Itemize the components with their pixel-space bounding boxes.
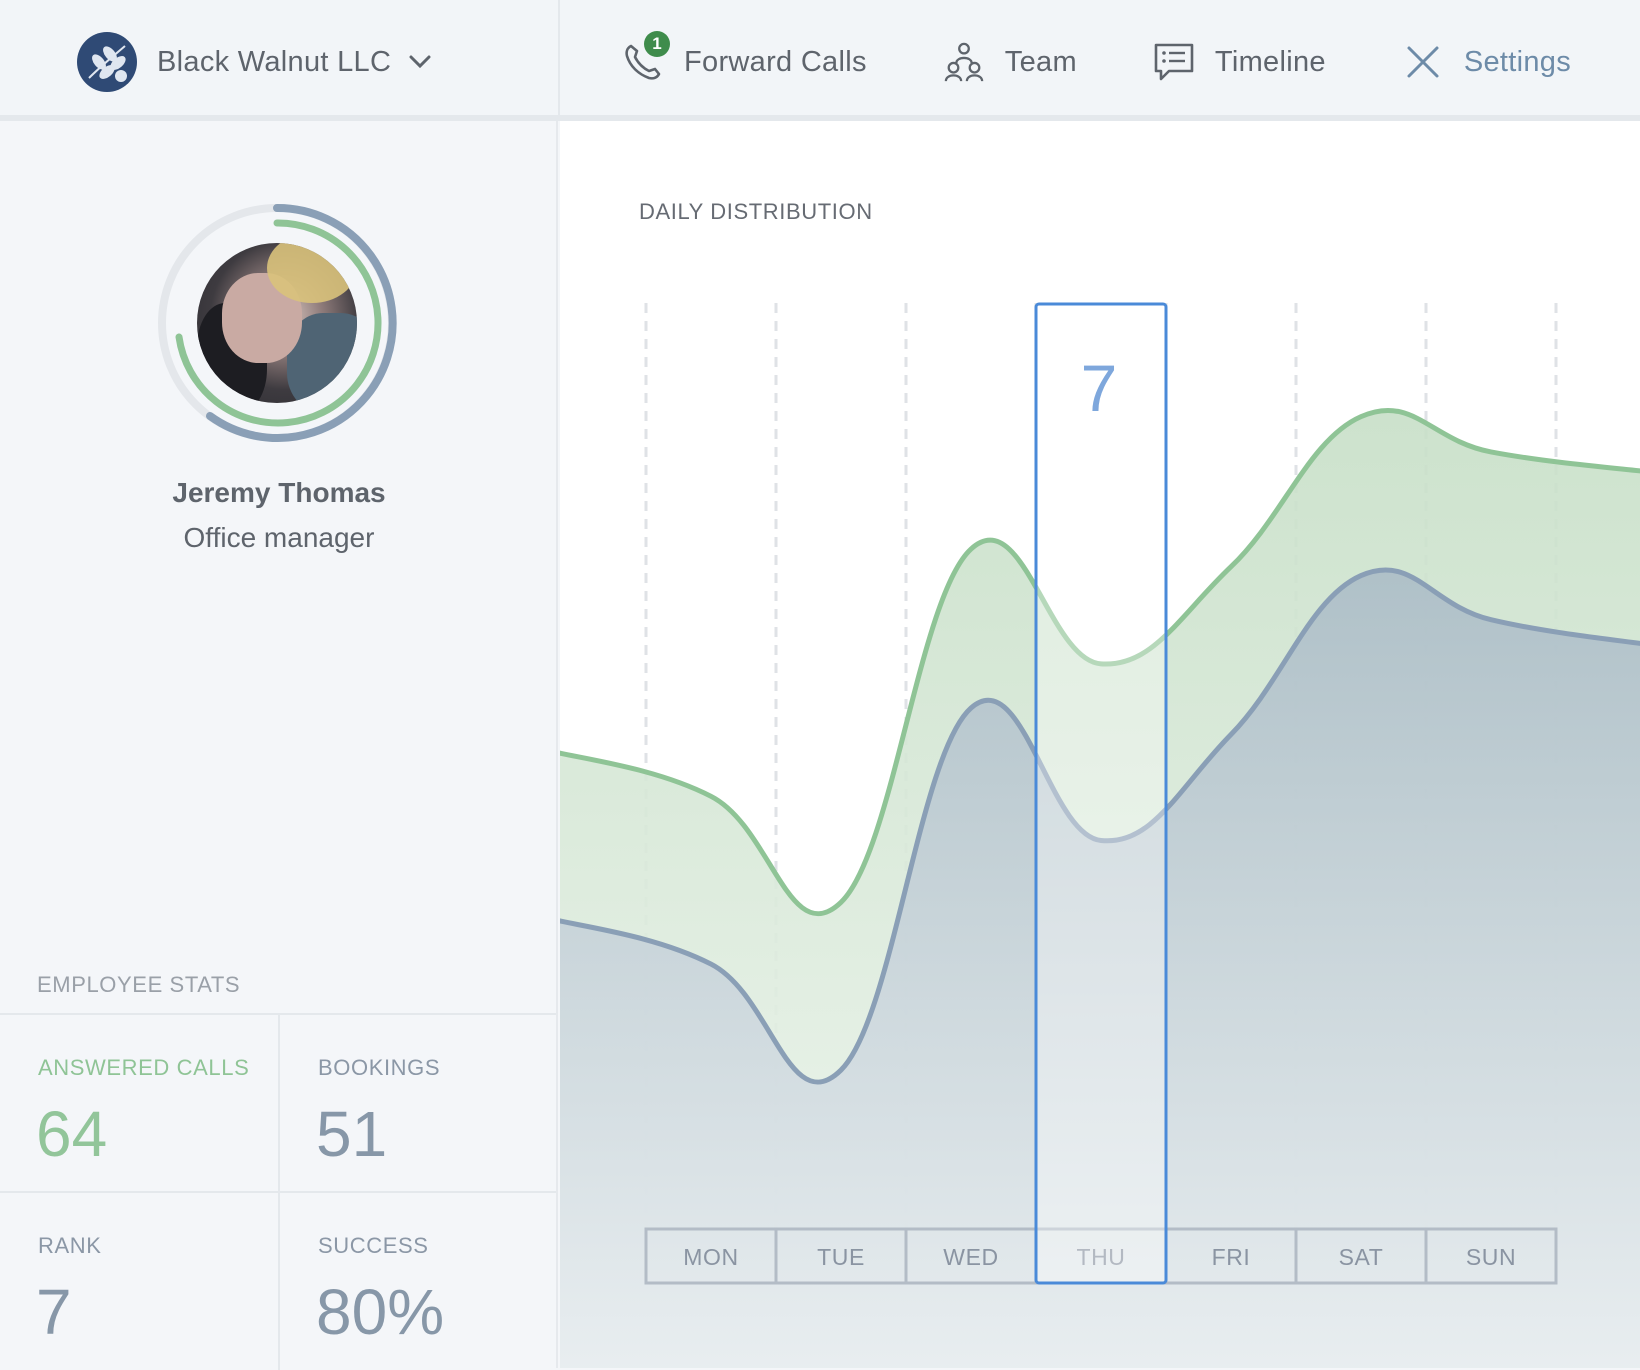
- nav-forward-calls[interactable]: 1 Forward Calls: [622, 31, 867, 83]
- day-label: FRI: [1212, 1244, 1251, 1270]
- nav-label: Team: [1004, 45, 1077, 78]
- notification-badge: 1: [644, 31, 670, 57]
- employee-name: Jeremy Thomas: [172, 477, 386, 508]
- stat-rank: RANK 7: [0, 1191, 278, 1370]
- org-logo: [77, 32, 137, 92]
- day-label: MON: [683, 1244, 738, 1270]
- stat-label: BOOKINGS: [318, 1055, 441, 1080]
- close-icon: [1402, 41, 1444, 83]
- team-icon: [943, 41, 985, 83]
- stat-label: ANSWERED CALLS: [38, 1055, 250, 1080]
- top-bar: Black Walnut LLC 1 Forward Calls: [0, 0, 1640, 121]
- stat-value: 64: [36, 1098, 108, 1170]
- chart-panel: MON TUE WED THU FRI SAT SUN 7 DAILY DISTRIBUTIO…: [560, 121, 1640, 1368]
- chat-icon: [1153, 41, 1195, 83]
- series-line-green: [560, 408, 1640, 917]
- daily-distribution-chart: MON TUE WED THU FRI SAT SUN 7: [560, 302, 1640, 1368]
- phone-icon: 1: [622, 31, 670, 83]
- avatar[interactable]: [157, 203, 397, 443]
- day-label: TUE: [817, 1244, 865, 1270]
- stats-grid: ANSWERED CALLS 64 BOOKINGS 51 RANK 7 SUC…: [0, 1013, 556, 1370]
- stat-bookings: BOOKINGS 51: [278, 1015, 556, 1191]
- chart-title: DAILY DISTRIBUTION: [639, 199, 873, 224]
- nav-timeline[interactable]: Timeline: [1153, 41, 1326, 83]
- org-switcher[interactable]: Black Walnut LLC: [77, 32, 431, 92]
- highlight-value: 7: [1081, 351, 1118, 425]
- header-divider: [558, 0, 560, 121]
- day-label: SUN: [1466, 1244, 1516, 1270]
- day-label: WED: [943, 1244, 998, 1270]
- day-label: SAT: [1339, 1244, 1384, 1270]
- stat-value: 7: [36, 1276, 72, 1348]
- nav-label: Timeline: [1214, 45, 1326, 78]
- nav-label: Settings: [1463, 45, 1572, 78]
- stat-value: 51: [316, 1098, 388, 1170]
- highlight-column: [1034, 302, 1168, 1285]
- day-cell: [1424, 1227, 1558, 1285]
- nav-team[interactable]: Team: [943, 41, 1077, 83]
- org-name: Black Walnut LLC: [157, 45, 392, 78]
- series-area-slate: [560, 570, 1640, 1368]
- stats-title: EMPLOYEE STATS: [37, 972, 241, 997]
- stat-label: RANK: [38, 1233, 102, 1258]
- stat-value: 80%: [316, 1276, 445, 1348]
- day-label: THU: [1076, 1244, 1125, 1270]
- employee-role: Office manager: [183, 522, 375, 553]
- stat-success: SUCCESS 80%: [278, 1191, 556, 1370]
- chevron-down-icon[interactable]: [409, 55, 431, 69]
- nav-label: Forward Calls: [684, 45, 867, 78]
- stat-answered-calls: ANSWERED CALLS 64: [0, 1015, 278, 1191]
- stat-label: SUCCESS: [318, 1233, 429, 1258]
- avatar-photo: [197, 243, 357, 403]
- nav-settings[interactable]: Settings: [1402, 41, 1571, 83]
- series-line-slate: [560, 567, 1640, 1085]
- main-nav: 1 Forward Calls Team: [622, 31, 1571, 92]
